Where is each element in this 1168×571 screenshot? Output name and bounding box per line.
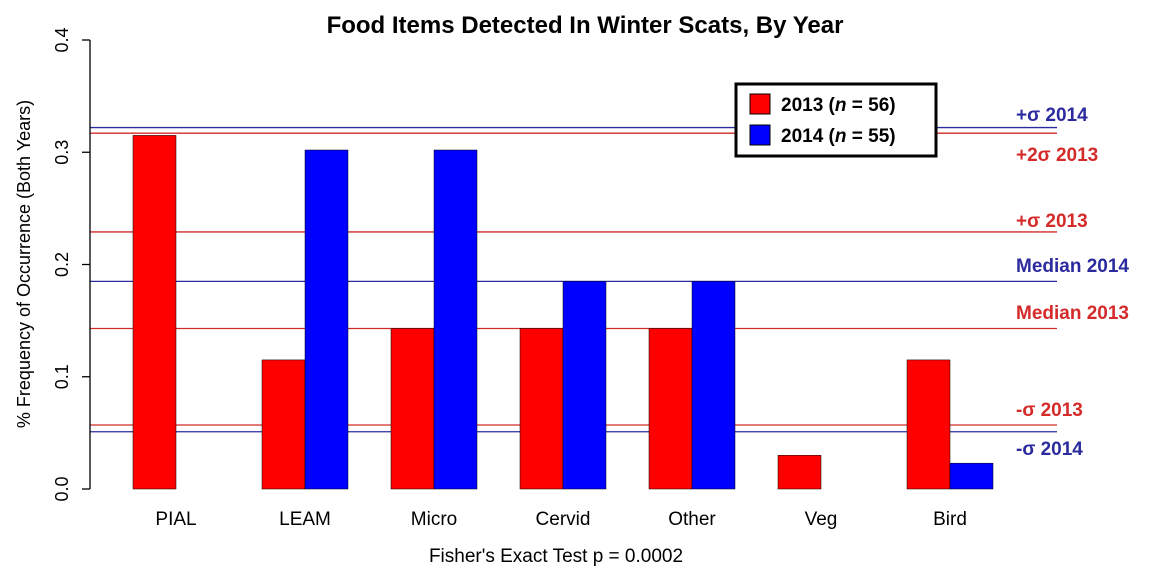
y-axis-label: % Frequency of Occurrence (Both Years): [14, 100, 34, 428]
x-tick-label-other: Other: [668, 509, 716, 530]
legend-swatch-2013: [749, 93, 771, 115]
bar-other-2014: [691, 281, 736, 490]
x-tick-label-leam: LEAM: [279, 509, 331, 530]
legend: 2013 (n = 56) 2014 (n = 55): [734, 82, 938, 158]
bar-leam-2013: [261, 359, 306, 490]
bar-bird-2013: [906, 359, 951, 490]
reference-line-labels: +σ 2014 +2σ 2013 +σ 2013 Median 2014 Median …: [1016, 105, 1129, 460]
reference-label-2013: -σ 2013: [1016, 400, 1083, 421]
bar-micro-2014: [433, 149, 478, 490]
y-tick-label-0-1: 0.1: [52, 364, 72, 389]
x-tick-label-micro: Micro: [411, 509, 457, 530]
y-tick-label-0-3: 0.3: [52, 140, 72, 165]
legend-label-2014: 2014 (n = 55): [781, 126, 896, 147]
x-axis-label: Fisher's Exact Test p = 0.0002: [429, 546, 683, 567]
y-tick-label-0-0: 0.0: [52, 476, 72, 501]
bar-leam-2014: [304, 149, 349, 490]
reference-label-median-2013: Median 2013: [1016, 303, 1129, 324]
x-axis-labels: PIAL LEAM Micro Cervid Other Veg Bird: [155, 509, 967, 530]
x-tick-label-veg: Veg: [805, 509, 838, 530]
reference-label-2013: +σ 2013: [1016, 211, 1088, 232]
bar-bird-2014: [949, 462, 994, 490]
bar-cervid-2014: [562, 281, 607, 490]
bar-pial-2013: [132, 135, 177, 490]
bar-cervid-2013: [519, 328, 564, 490]
x-tick-label-pial: PIAL: [155, 509, 196, 530]
reference-label-2014: -σ 2014: [1016, 439, 1083, 460]
legend-swatch-2014: [749, 124, 771, 146]
y-tick-label-0-2: 0.2: [52, 252, 72, 277]
x-tick-label-bird: Bird: [933, 509, 967, 530]
x-tick-label-cervid: Cervid: [536, 509, 591, 530]
bar-micro-2013: [390, 328, 435, 490]
reference-label-2014: +σ 2014: [1016, 105, 1088, 126]
chart-title: Food Items Detected In Winter Scats, By …: [327, 12, 844, 39]
reference-label-2-2013: +2σ 2013: [1016, 145, 1098, 166]
bars-group: [132, 135, 994, 490]
legend-label-2013: 2013 (n = 56): [781, 95, 896, 116]
bar-other-2013: [648, 328, 693, 490]
y-axis: 0.0 0.1 0.2 0.3 0.4: [52, 27, 91, 502]
y-tick-label-0-4: 0.4: [52, 27, 72, 52]
reference-label-median-2014: Median 2014: [1016, 256, 1129, 277]
bar-veg-2013: [777, 455, 822, 490]
